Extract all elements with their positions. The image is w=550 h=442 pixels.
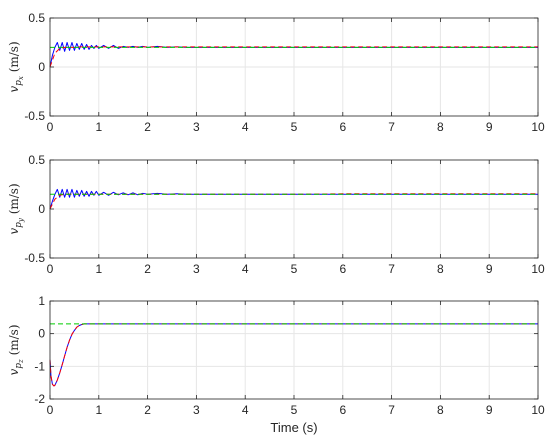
y-tick-label: -0.5	[24, 251, 45, 265]
x-tick-label: 0	[47, 262, 54, 276]
x-tick-label: 7	[388, 120, 395, 134]
y-label-unit: (m/s)	[7, 183, 21, 218]
x-tick-label: 8	[437, 120, 444, 134]
y-axis-label: vpx (m/s)	[7, 41, 25, 92]
x-tick-label: 3	[193, 262, 200, 276]
x-tick-label: 4	[242, 120, 249, 134]
y-tick-label: 0.5	[28, 11, 45, 25]
x-tick-label: 6	[339, 120, 346, 134]
x-tick-label: 3	[193, 403, 200, 417]
x-tick-label: 3	[193, 120, 200, 134]
x-tick-label: 2	[144, 262, 151, 276]
y-tick-label: 0	[38, 327, 45, 341]
y-label-base: v	[7, 228, 21, 235]
x-tick-label: 8	[437, 403, 444, 417]
x-tick-label: 10	[531, 120, 545, 134]
x-tick-label: 1	[95, 403, 102, 417]
x-tick-label: 10	[531, 403, 545, 417]
y-label-subsubscript: x	[17, 76, 25, 80]
y-label-base: v	[7, 86, 21, 93]
x-tick-label: 1	[95, 262, 102, 276]
series-line-2	[49, 193, 538, 210]
y-label-unit: (m/s)	[7, 324, 21, 359]
x-tick-label: 5	[291, 262, 298, 276]
x-tick-label: 10	[531, 262, 545, 276]
y-tick-label: -0.5	[24, 109, 45, 123]
y-label-subsubscript: y	[17, 217, 25, 223]
x-tick-label: 5	[291, 403, 298, 417]
x-tick-label: 4	[242, 403, 249, 417]
x-tick-label: 0	[47, 403, 54, 417]
x-tick-label: 6	[339, 262, 346, 276]
x-tick-label: 0	[47, 120, 54, 134]
x-tick-label: 7	[388, 403, 395, 417]
x-tick-label: 5	[291, 120, 298, 134]
y-label-subscript: p	[14, 222, 24, 228]
y-label-unit: (m/s)	[7, 41, 21, 76]
y-label-subscript: p	[14, 80, 24, 86]
y-tick-label: -1	[34, 359, 45, 373]
y-label-subscript: p	[14, 363, 24, 369]
series-line-2	[49, 46, 538, 68]
y-axis-label: vpz (m/s)	[7, 324, 25, 375]
y-axis-label: vpy (m/s)	[7, 183, 25, 234]
y-label-subsubscript: z	[17, 359, 25, 364]
x-tick-label: 8	[437, 262, 444, 276]
x-tick-label: 2	[144, 403, 151, 417]
subplot-3: 0 1 2 3 4 5 6 7 8 9 10 -2 -1 0 1 vpz (m/s) Time (s)	[7, 294, 545, 435]
y-tick-label: 1	[38, 294, 45, 308]
x-tick-label: 2	[144, 120, 151, 134]
x-axis-label: Time (s)	[270, 420, 317, 435]
x-tick-label: 7	[388, 262, 395, 276]
y-tick-label: 0	[38, 202, 45, 216]
y-tick-label: 0.5	[28, 153, 45, 167]
x-tick-label: 9	[486, 403, 493, 417]
x-tick-label: 4	[242, 262, 249, 276]
x-tick-label: 9	[486, 262, 493, 276]
x-tick-label: 9	[486, 120, 493, 134]
y-label-base: v	[7, 369, 21, 376]
x-tick-label: 6	[339, 403, 346, 417]
y-tick-label: -2	[34, 392, 45, 406]
y-tick-label: 0	[38, 60, 45, 74]
x-tick-label: 1	[95, 120, 102, 134]
